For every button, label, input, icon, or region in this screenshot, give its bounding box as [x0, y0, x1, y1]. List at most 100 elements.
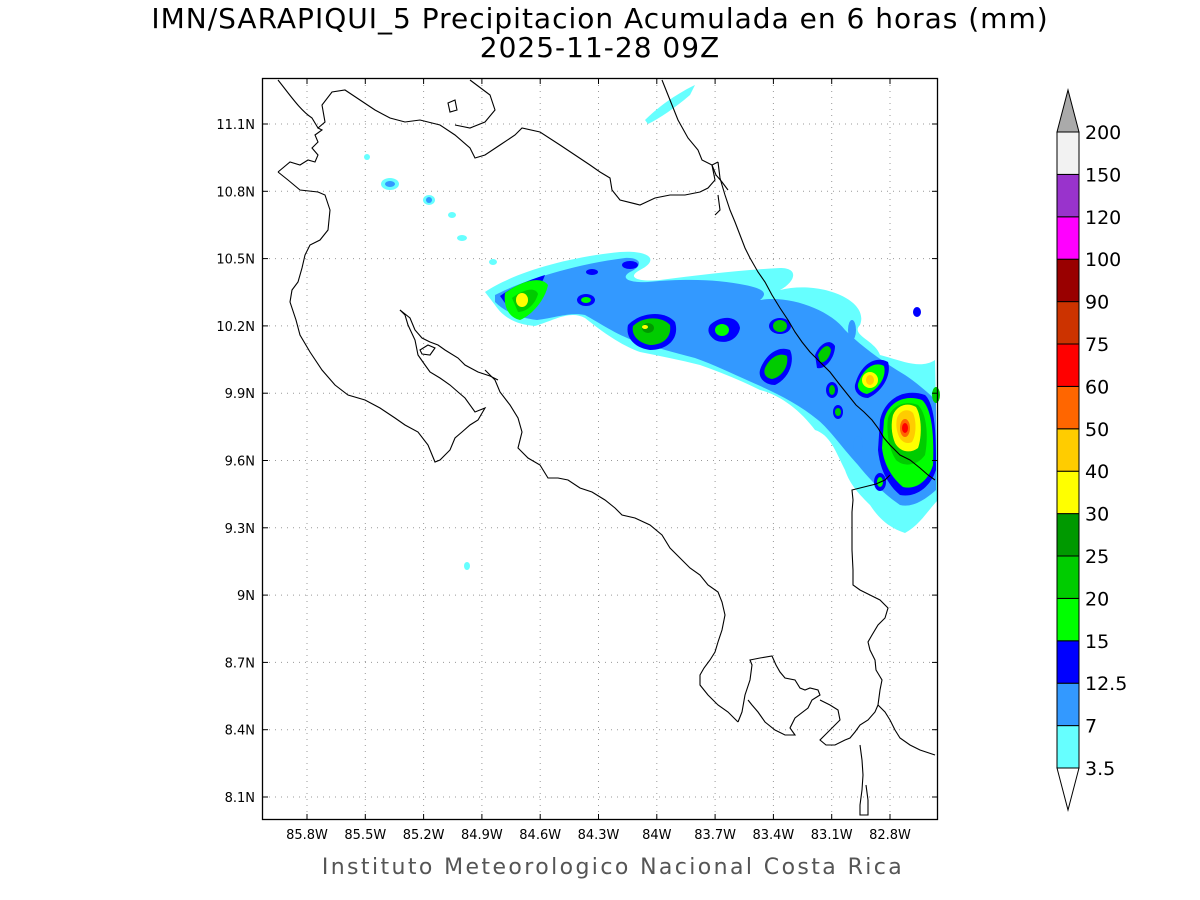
precip-patch: [818, 346, 831, 363]
precipitation-field: [364, 85, 940, 570]
lon-tick-label: 84W: [642, 828, 672, 843]
precip-patch: [829, 385, 835, 395]
precip-patch: [853, 436, 863, 454]
colorbar-label: 3.5: [1085, 758, 1115, 780]
footer-credit: Instituto Meteorologico Nacional Costa R…: [321, 855, 905, 880]
colorbar-label: 150: [1085, 164, 1121, 186]
precip-patch: [457, 235, 467, 241]
colorbar-swatch: [1056, 513, 1080, 557]
coastline-golfito: [819, 474, 891, 746]
colorbar-label: 50: [1085, 419, 1109, 441]
precip-patch: [364, 154, 370, 160]
lat-tick-label: 10.8N: [216, 185, 255, 200]
precip-patch: [715, 324, 729, 336]
border-nicaragua: [661, 79, 729, 191]
color-legend: 3.5 7 12.5 15 20 25 30 40 50 60 75 90 100 120 150 200: [1056, 88, 1127, 812]
colorbar-swatch: [1056, 258, 1080, 303]
coastlines: [277, 79, 936, 816]
coastline-bocas: [714, 194, 721, 216]
colorbar-label: 75: [1085, 334, 1109, 356]
colorbar-arrow-top: [1056, 88, 1080, 133]
colorbar-label: 12.5: [1085, 673, 1127, 695]
precip-patch: [913, 307, 921, 317]
lat-tick-label: 10.2N: [216, 320, 255, 335]
coastline-pacific-central: [484, 369, 739, 723]
colorbar-swatch: [1056, 216, 1080, 260]
colorbar-label: 20: [1085, 588, 1109, 610]
colorbar-label: 100: [1085, 249, 1121, 271]
lon-tick-label: 83.1W: [811, 828, 853, 843]
coastline-island-chira: [419, 344, 436, 356]
colorbar-label: 40: [1085, 461, 1109, 483]
precip-patch: [835, 408, 841, 416]
coastline-gulf-nicoya: [399, 309, 499, 381]
lat-tick-label: 11.1N: [216, 118, 255, 133]
colorbar-swatch: [1056, 385, 1080, 430]
colorbar-swatch: [1056, 682, 1080, 727]
colorbar-swatch: [1056, 597, 1080, 642]
precip-patch: [448, 212, 456, 218]
precip-patch: [645, 85, 695, 124]
lon-tick-label: 84.9W: [461, 828, 503, 843]
lat-tick-label: 8.4N: [225, 724, 255, 739]
precip-patch: [516, 293, 528, 307]
colorbar-swatch: [1056, 173, 1080, 218]
colorbar-swatch: [1056, 555, 1080, 599]
coastline-burica: [877, 704, 936, 756]
lon-tick-label: 82.8W: [869, 828, 911, 843]
colorbar-swatch: [1056, 343, 1080, 387]
lat-tick-label: 9N: [237, 589, 255, 604]
coastline-nicaragua-east: [454, 79, 496, 129]
coastline-nicaragua-lake: [277, 79, 719, 206]
colorbar-swatch: [1056, 131, 1080, 175]
lat-tick-label: 9.3N: [225, 522, 255, 537]
precip-patch: [464, 562, 470, 570]
lon-tick-label: 85.5W: [344, 828, 386, 843]
precip-patch: [581, 297, 591, 303]
lat-tick-label: 8.1N: [225, 791, 255, 806]
colorbar-arrow-bottom: [1056, 767, 1080, 812]
colorbar-label: 25: [1085, 546, 1109, 568]
colorbar-label: 7: [1085, 716, 1097, 738]
colorbar-swatch: [1056, 301, 1080, 345]
colorbar-label: 15: [1085, 631, 1109, 653]
map-frame: [261, 77, 939, 821]
precip-patch: [764, 354, 788, 379]
colorbar-swatch: [1056, 725, 1080, 769]
lat-tick-label: 8.7N: [225, 656, 255, 671]
precip-patch: [773, 320, 787, 332]
border-panama: [859, 744, 869, 816]
colorbar-swatch: [1056, 640, 1080, 684]
precip-patch: [866, 375, 874, 385]
precip-patch: [902, 423, 908, 433]
precip-patch: [489, 259, 497, 265]
map-title: IMN/SARAPIQUI_5 Precipitacion Acumulada …: [151, 2, 1049, 35]
coastline-osa: [737, 655, 821, 736]
lat-tick-label: 9.6N: [225, 455, 255, 470]
lon-tick-label: 85.8W: [286, 828, 328, 843]
precip-patch: [848, 320, 856, 340]
colorbar-label: 30: [1085, 504, 1109, 526]
precip-patch: [426, 197, 432, 203]
lon-tick-label: 84.3W: [578, 828, 620, 843]
lat-tick-label: 10.5N: [216, 253, 255, 268]
map-axes: 85.8W 85.5W 85.2W 84.9W 84.6W 84.3W 84W 83.7W 83…: [216, 79, 937, 843]
precip-patch: [932, 387, 940, 403]
coastline-caribbean: [717, 161, 936, 481]
colorbar-swatch: [1056, 428, 1080, 472]
precip-patch: [622, 261, 638, 269]
coastline-pacific-north: [277, 127, 324, 173]
colorbar-label: 120: [1085, 207, 1121, 229]
lon-tick-label: 83.7W: [694, 828, 736, 843]
lon-tick-label: 85.2W: [403, 828, 445, 843]
precip-patch: [385, 181, 395, 187]
colorbar-swatch: [1056, 470, 1080, 515]
lat-tick-label: 9.9N: [225, 387, 255, 402]
map-datetime: 2025-11-28 09Z: [479, 31, 721, 64]
coastline-guanacaste: [277, 171, 487, 463]
precip-patch: [642, 325, 648, 329]
lon-tick-label: 83.4W: [752, 828, 794, 843]
colorbar-label: 90: [1085, 292, 1109, 314]
lon-tick-label: 84.6W: [519, 828, 561, 843]
